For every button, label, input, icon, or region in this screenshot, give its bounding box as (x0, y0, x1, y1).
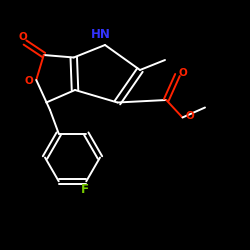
Text: F: F (81, 183, 89, 196)
Text: HN: HN (91, 28, 111, 42)
Text: O: O (185, 111, 194, 121)
Text: O: O (178, 68, 188, 78)
Text: O: O (18, 32, 28, 42)
Text: O: O (24, 76, 33, 86)
